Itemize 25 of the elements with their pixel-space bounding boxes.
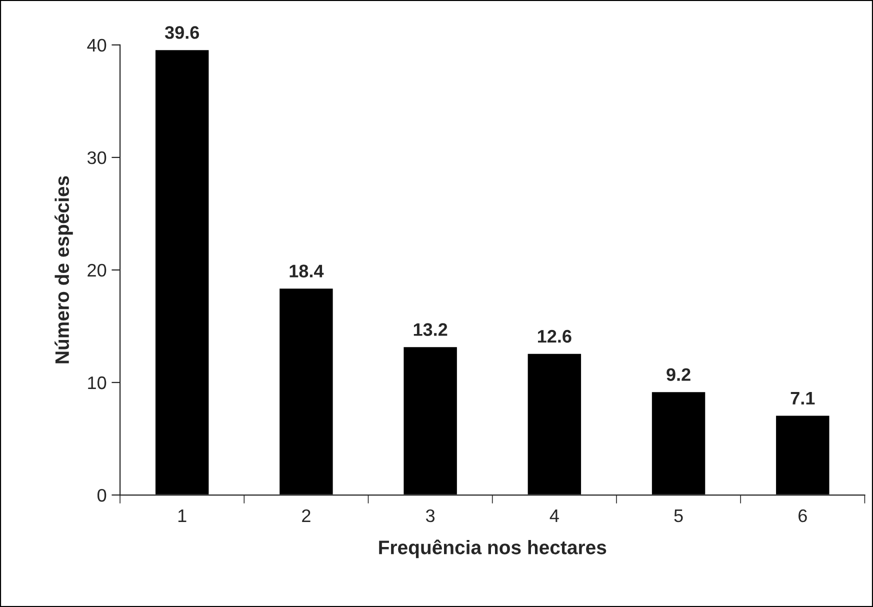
y-tick-label: 30 <box>87 151 106 164</box>
x-tick-label: 6 <box>798 509 807 522</box>
data-label: 12.6 <box>538 330 572 343</box>
data-label: 7.1 <box>790 392 815 404</box>
bar <box>154 48 210 496</box>
y-tick-label: 0 <box>98 488 106 502</box>
y-tick-label: 20 <box>88 264 106 277</box>
x-tick-label: 3 <box>426 509 435 522</box>
data-label: 39.6 <box>164 26 200 39</box>
bar <box>774 414 831 496</box>
y-axis-title: Número de espécies <box>54 176 73 364</box>
data-label: 13.2 <box>414 323 448 336</box>
bar <box>650 390 707 496</box>
bar <box>526 352 582 496</box>
y-tick-label: 10 <box>88 376 106 390</box>
y-tick-label: 40 <box>87 38 106 52</box>
x-tick-label: 5 <box>674 510 683 522</box>
x-tick-label: 1 <box>178 510 186 522</box>
bar <box>278 287 334 496</box>
x-tick-label: 4 <box>550 510 559 522</box>
bar <box>402 346 458 496</box>
data-label: 9.2 <box>666 368 690 381</box>
x-tick-label: 2 <box>302 509 310 522</box>
x-axis-title: Frequência nos hectares <box>379 540 606 558</box>
data-label: 18.4 <box>290 264 324 278</box>
